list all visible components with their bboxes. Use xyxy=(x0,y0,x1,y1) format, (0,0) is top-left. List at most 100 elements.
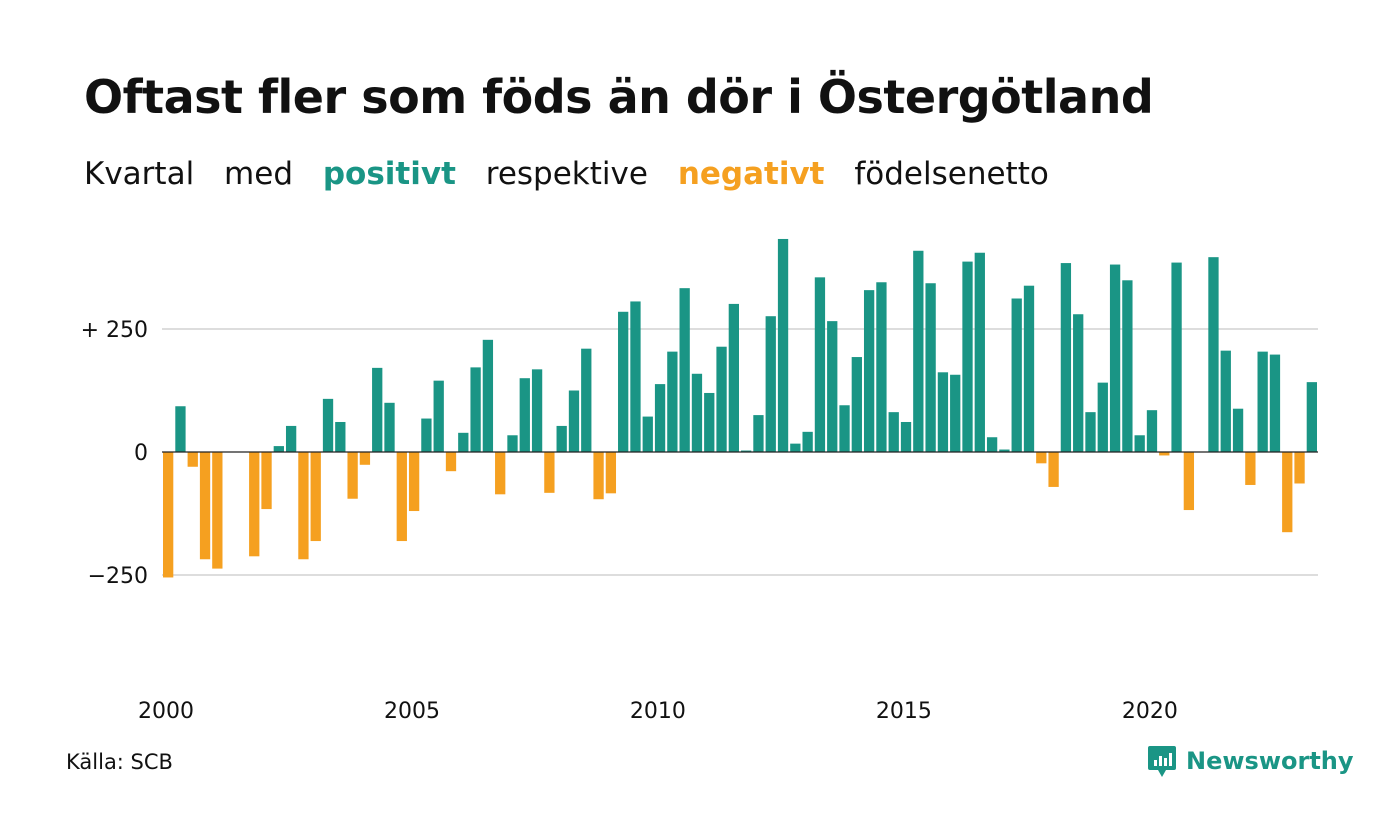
bar xyxy=(1232,408,1244,452)
bar xyxy=(925,283,936,452)
bar xyxy=(999,449,1010,452)
x-tick-label: 2005 xyxy=(384,699,440,724)
bar xyxy=(408,452,420,512)
bar xyxy=(679,288,690,452)
bar xyxy=(1097,382,1108,452)
subtitle-suffix: födelsenetto xyxy=(854,156,1049,192)
bar xyxy=(175,406,186,452)
bar xyxy=(1073,314,1084,452)
bar xyxy=(827,321,838,452)
subtitle-negative: negativt xyxy=(677,156,825,192)
bar xyxy=(691,373,703,452)
bar xyxy=(1146,410,1158,452)
bar xyxy=(814,277,826,452)
subtitle-middle: respektive xyxy=(485,156,648,192)
bar xyxy=(937,372,949,452)
newsworthy-logo-icon xyxy=(1148,744,1176,778)
chart-subtitle: Kvartal med positivt respektive negativt… xyxy=(84,156,1069,192)
bar xyxy=(1306,382,1317,452)
bar xyxy=(863,290,875,452)
bar xyxy=(445,452,457,472)
source-note: Källa: SCB xyxy=(66,750,173,774)
subtitle-word-med: med xyxy=(224,156,293,192)
x-tick-label: 2010 xyxy=(630,699,686,724)
bar xyxy=(986,437,998,452)
bar xyxy=(1282,452,1293,533)
bar xyxy=(777,238,789,452)
bar xyxy=(1294,452,1305,484)
bar xyxy=(753,415,764,452)
bar xyxy=(1220,350,1231,452)
bar xyxy=(1023,285,1035,452)
bar xyxy=(298,452,309,560)
subtitle-positive: positivt xyxy=(322,156,456,192)
bar xyxy=(790,443,801,452)
bar xyxy=(531,369,543,452)
bar xyxy=(1269,354,1281,452)
bar xyxy=(507,435,518,452)
bar xyxy=(347,452,358,499)
newsworthy-logo: Newsworthy xyxy=(1148,744,1354,778)
bar xyxy=(556,425,567,452)
bar xyxy=(199,452,211,560)
logo-text: Newsworthy xyxy=(1186,747,1354,775)
bar xyxy=(470,367,481,452)
bar xyxy=(962,261,973,452)
x-tick-label: 2015 xyxy=(876,699,932,724)
y-tick-label: −250 xyxy=(88,564,148,589)
bar xyxy=(1171,262,1182,452)
x-tick-label: 2020 xyxy=(1122,699,1178,724)
bar xyxy=(630,301,641,452)
bar xyxy=(1085,412,1096,452)
y-tick-label: 0 xyxy=(134,441,148,466)
bar xyxy=(495,452,506,495)
bar xyxy=(458,432,469,452)
bar xyxy=(741,450,752,452)
bar xyxy=(1060,263,1072,452)
bar xyxy=(876,282,887,452)
bar xyxy=(716,346,727,452)
bar xyxy=(1109,264,1121,452)
bar xyxy=(950,374,961,452)
x-tick-label: 2000 xyxy=(138,699,194,724)
bar xyxy=(322,398,334,452)
bar xyxy=(1011,298,1022,452)
bar xyxy=(593,452,604,500)
bar xyxy=(433,380,444,452)
bar xyxy=(212,452,223,569)
chart-title: Oftast fler som föds än dör i Östergötla… xyxy=(84,70,1154,124)
bar xyxy=(261,452,272,510)
bar xyxy=(704,392,715,452)
bar xyxy=(519,378,530,452)
bar xyxy=(1208,257,1219,452)
bar xyxy=(1048,452,1059,487)
bar xyxy=(765,316,776,452)
bar xyxy=(310,452,321,542)
bar xyxy=(359,452,371,465)
bar xyxy=(482,339,494,452)
bar xyxy=(1159,452,1170,456)
bar xyxy=(285,425,297,452)
bar xyxy=(396,452,407,542)
bar xyxy=(1134,435,1145,452)
bar xyxy=(618,311,629,452)
bar xyxy=(1036,452,1047,464)
bar xyxy=(888,412,899,452)
bar xyxy=(1257,351,1268,452)
bar xyxy=(728,303,739,452)
bar xyxy=(568,390,580,452)
bar xyxy=(421,418,432,452)
bar xyxy=(642,416,653,452)
bar xyxy=(654,384,666,452)
bar xyxy=(974,252,985,452)
bar xyxy=(544,452,555,493)
bar xyxy=(667,351,678,452)
bar xyxy=(1183,452,1195,511)
bar xyxy=(372,367,383,452)
bar xyxy=(913,250,924,452)
bar xyxy=(1122,280,1133,452)
bar xyxy=(605,452,617,494)
bar xyxy=(163,452,174,578)
bar xyxy=(335,421,346,452)
